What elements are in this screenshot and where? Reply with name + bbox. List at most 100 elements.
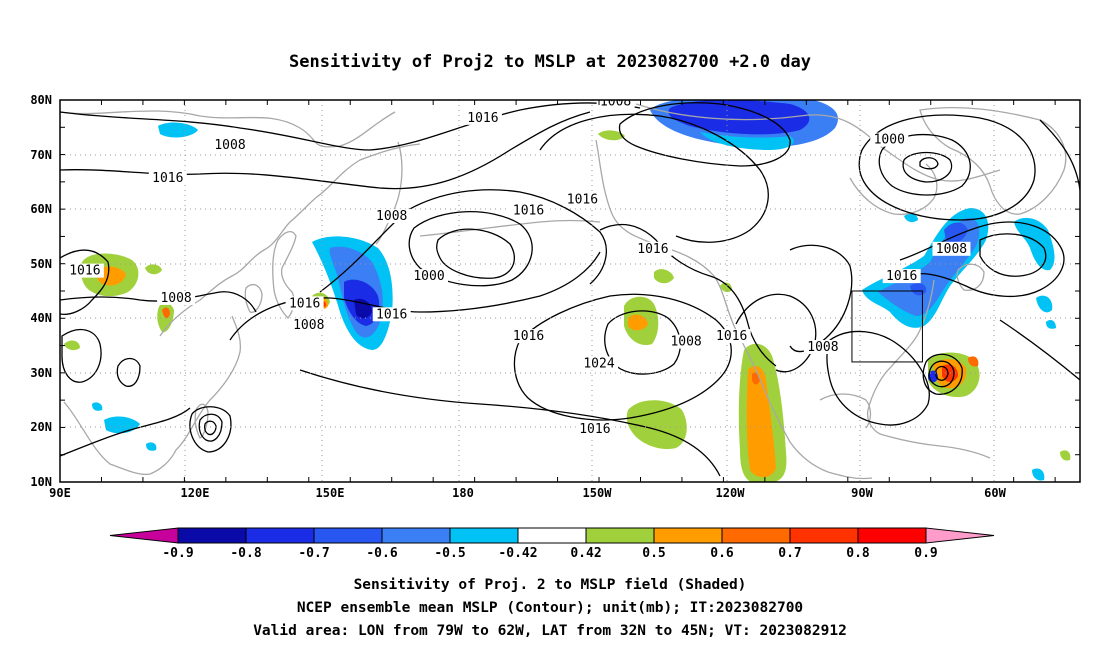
colorbar-swatch	[653, 527, 723, 544]
contour-east-1016b	[999, 319, 1080, 381]
contour-storm-1	[935, 365, 949, 381]
contour-label: 1016	[152, 171, 183, 186]
contour-south-1016	[299, 369, 721, 477]
colorbar-label: -0.5	[434, 546, 465, 561]
contour-arctic-1008	[618, 102, 791, 167]
colorbar-label: 0.5	[642, 546, 665, 561]
shade-cyan-ne2	[1036, 295, 1053, 313]
lat-label: 40N	[30, 311, 52, 325]
contour-sw-1008	[60, 407, 191, 457]
contour-storm-3	[922, 353, 963, 395]
colorbar-label: -0.7	[298, 546, 329, 561]
contour-label: 1016	[376, 307, 407, 322]
contour-label: 1016	[886, 269, 917, 284]
lat-label: 60N	[30, 202, 52, 216]
contour-label-bg	[575, 421, 614, 436]
contour-north-1008	[60, 102, 641, 151]
shade-orange-100e	[96, 266, 126, 286]
contour-label-bg	[372, 307, 411, 322]
contour-na-1008b	[826, 330, 930, 426]
mslp-contours	[60, 102, 1080, 477]
contour-1016-aleutian	[319, 189, 607, 293]
contour-label: 1008	[670, 335, 701, 350]
colorbar-swatch	[177, 527, 247, 544]
coast-gulf	[819, 393, 872, 429]
colorbar-swatch	[721, 527, 791, 544]
colorbar: -0.9 -0.8 -0.7 -0.6 -0.5 -0.42 0.42 0.5 0.6 0.7 0.…	[109, 527, 995, 561]
colorbar-swatch	[585, 527, 655, 544]
coast-philippines	[194, 403, 209, 439]
map-layer: 1008 1016 1016 1008 1016 1008 1008 1000 1016 1016…	[60, 94, 1080, 482]
colorbar-swatch	[789, 527, 859, 544]
lon-label: 120E	[181, 486, 210, 500]
contour-label: 1008	[807, 340, 838, 355]
contour-label: 1008	[936, 242, 967, 257]
shade-mexico-orange	[746, 365, 776, 478]
colorbar-arrow-right	[925, 527, 995, 544]
contour-atlantic-1008	[979, 233, 1047, 277]
contour-label-bg	[633, 241, 672, 256]
contour-high-1024	[604, 310, 681, 375]
contour-label: 1008	[160, 291, 191, 306]
shade-cyan-ne4	[1032, 468, 1045, 481]
colorbar-swatch	[245, 527, 315, 544]
shade-arctic-blue	[668, 100, 810, 135]
contour-label-bg	[509, 329, 548, 344]
contour-1000-inner	[436, 228, 515, 279]
contour-label: 1008	[600, 94, 631, 109]
shade-cyan-sw2	[146, 442, 157, 451]
contour-east-1016	[1039, 119, 1080, 191]
shade-storm-orange2	[968, 356, 979, 367]
shade-cyan-sw3	[92, 402, 103, 411]
footer-line-2: NCEP ensemble mean MSLP (Contour); unit(…	[297, 600, 803, 616]
coastlines	[60, 103, 1067, 480]
colorbar-label: -0.8	[230, 546, 261, 561]
colorbar-label: -0.42	[498, 546, 537, 561]
shade-arctic-green	[598, 130, 625, 141]
contour-na-1008	[735, 293, 817, 373]
lon-axis-labels: 90E 120E 150E 180 150W 120W 90W 60W	[49, 486, 1006, 500]
lon-label: 90E	[49, 486, 71, 500]
colorbar-label: 0.7	[778, 546, 801, 561]
colorbar-label: -0.9	[162, 546, 193, 561]
contour-label: 1008	[293, 318, 324, 333]
lat-label: 80N	[30, 93, 52, 107]
contour-label: 1024	[583, 356, 614, 371]
contour-greenland-low	[919, 157, 939, 170]
contour-arctic-1016	[539, 113, 769, 243]
shade-pacific-green4	[720, 282, 732, 293]
lon-label: 60W	[984, 486, 1006, 500]
contour-label-bg	[596, 100, 635, 109]
colorbar-label: 0.8	[846, 546, 870, 561]
lat-label: 20N	[30, 420, 52, 434]
contour-label: 1016	[716, 329, 747, 344]
shade-pacific-green2	[654, 269, 674, 284]
lat-label: 30N	[30, 366, 52, 380]
contour-label-bg	[289, 318, 328, 333]
contour-storm-2	[928, 360, 955, 388]
contour-atlantic-1016	[899, 221, 1065, 298]
colorbar-swatch	[449, 527, 519, 544]
contour-label: 1016	[467, 111, 498, 126]
contour-label: 1016	[289, 296, 320, 311]
lon-label: 180	[452, 486, 474, 500]
contour-label-bg	[372, 209, 411, 224]
contour-asia-1016	[60, 249, 110, 316]
coast-caribbean	[879, 433, 991, 459]
contour-label-bg	[580, 356, 619, 371]
contour-label-bg	[667, 334, 706, 349]
shade-orange-115e	[162, 307, 170, 319]
contour-greenland-1008	[858, 114, 1036, 221]
footer-line-3: Valid area: LON from 79W to 62W, LAT fro…	[253, 623, 847, 639]
shade-green-sw	[64, 340, 80, 351]
contour-typhoon-1	[198, 413, 223, 442]
contour-label-bg	[563, 192, 602, 207]
contour-label: 1016	[579, 422, 610, 437]
contour-label-bg	[882, 269, 921, 284]
contour-label: 1000	[413, 269, 444, 284]
contour-label-bg	[509, 203, 548, 218]
lon-label: 120W	[716, 486, 746, 500]
colorbar-swatch	[381, 527, 451, 544]
contour-asia-low2	[61, 328, 102, 383]
contour-label-bg	[803, 340, 842, 355]
